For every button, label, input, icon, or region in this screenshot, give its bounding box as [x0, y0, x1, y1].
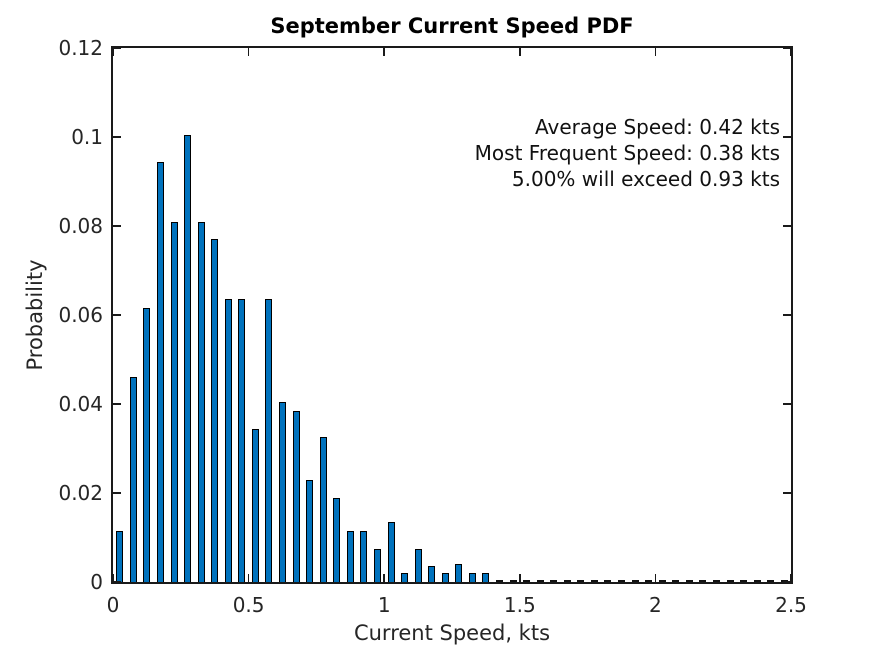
- x-tick-mark: [112, 48, 114, 56]
- histogram-bar: [265, 299, 273, 582]
- annotation-most-frequent-speed: Most Frequent Speed: 0.38 kts: [474, 141, 780, 165]
- histogram-bar-zero: [672, 579, 680, 582]
- histogram-bar: [360, 530, 368, 582]
- histogram-bar: [468, 573, 476, 582]
- chart-title: September Current Speed PDF: [270, 14, 634, 38]
- histogram-bar-zero: [699, 579, 707, 582]
- histogram-bar: [251, 428, 259, 582]
- y-tick-mark: [113, 403, 121, 405]
- x-tick-mark: [790, 574, 792, 582]
- x-tick-label: 2: [649, 593, 662, 617]
- x-tick-mark: [519, 574, 521, 582]
- y-tick-label: 0.04: [58, 392, 103, 416]
- x-tick-mark: [247, 48, 250, 56]
- x-tick-mark: [519, 48, 521, 56]
- histogram-bar: [143, 308, 151, 582]
- histogram-bar-zero: [712, 579, 720, 582]
- x-tick-mark: [383, 574, 385, 582]
- histogram-bar-zero: [550, 579, 558, 582]
- histogram-bar: [157, 161, 164, 582]
- y-tick-label: 0.08: [58, 214, 103, 238]
- histogram-bar: [319, 437, 327, 582]
- x-axis-label: Current Speed, kts: [353, 621, 551, 645]
- histogram-bar: [129, 377, 137, 582]
- histogram-bar-zero: [767, 579, 775, 582]
- histogram-bar: [387, 521, 395, 582]
- histogram-bar-zero: [685, 579, 693, 582]
- plot-area: 0 0.5 1 1.5 2 2.5 0 0.02 0.04 0.06 0.08 0.1 0.12: [58, 36, 806, 617]
- histogram-bar: [279, 401, 286, 582]
- x-tick-label: 1: [377, 593, 391, 617]
- x-tick-mark: [790, 48, 792, 56]
- histogram-bar-zero: [645, 579, 653, 582]
- histogram-bar-zero: [509, 579, 517, 582]
- histogram-bar: [184, 134, 192, 582]
- x-tick-label: 1.5: [503, 593, 536, 617]
- x-tick-mark: [654, 574, 657, 582]
- y-tick-mark: [783, 581, 791, 583]
- y-tick-mark: [113, 492, 121, 494]
- histogram-bar: [197, 221, 205, 582]
- histogram-bar-zero: [604, 579, 612, 582]
- x-tick-label: 2.5: [775, 593, 807, 617]
- histogram-bar: [292, 410, 300, 582]
- histogram-bar: [306, 479, 314, 582]
- x-tick-label: 0: [106, 593, 120, 617]
- y-tick-mark: [113, 225, 121, 227]
- histogram-bar-zero: [726, 579, 734, 582]
- histogram-bar: [414, 548, 422, 582]
- histogram-bar: [401, 573, 408, 582]
- histogram-bar: [441, 573, 449, 582]
- y-tick-mark: [783, 403, 791, 405]
- y-tick-mark: [113, 581, 121, 583]
- annotation-average-speed: Average Speed: 0.42 kts: [534, 115, 780, 139]
- y-tick-mark: [783, 225, 791, 227]
- y-tick-mark: [783, 47, 791, 49]
- y-tick-label: 0.02: [58, 481, 103, 505]
- y-tick-label: 0.12: [58, 36, 103, 60]
- y-tick-mark: [783, 314, 791, 316]
- y-tick-mark: [783, 492, 791, 494]
- histogram-bar: [346, 530, 354, 582]
- y-tick-label: 0.1: [71, 125, 103, 149]
- histogram-bar-zero: [496, 579, 503, 582]
- histogram-bar-zero: [658, 579, 666, 582]
- y-tick-mark: [113, 314, 121, 316]
- y-tick-label: 0.06: [58, 303, 103, 327]
- histogram-bar: [116, 530, 124, 582]
- histogram-bar-zero: [590, 579, 598, 582]
- histogram-bar: [428, 566, 436, 582]
- histogram-bar-zero: [753, 579, 761, 582]
- x-tick-mark: [247, 574, 250, 582]
- stats-annotation: Average Speed: 0.42 kts Most Frequent Sp…: [475, 114, 780, 192]
- histogram-bar: [482, 573, 490, 582]
- histogram-bar-zero: [523, 579, 531, 582]
- histogram-bar: [238, 299, 246, 582]
- histogram-bar-zero: [618, 579, 625, 582]
- histogram-bar: [333, 497, 341, 582]
- x-tick-mark: [654, 48, 657, 56]
- histogram-bar: [224, 299, 232, 582]
- histogram-bar-zero: [631, 579, 639, 582]
- annotation-exceedance: 5.00% will exceed 0.93 kts: [511, 167, 780, 191]
- y-tick-mark: [113, 47, 121, 49]
- y-axis-label: Probability: [23, 259, 47, 371]
- histogram-bar-zero: [740, 579, 747, 582]
- x-tick-mark: [112, 574, 114, 582]
- y-tick-mark: [113, 136, 121, 138]
- histogram-bar: [211, 239, 219, 582]
- histogram-bar-zero: [780, 579, 788, 582]
- histogram-bar-zero: [536, 579, 544, 582]
- histogram-bar-zero: [577, 579, 585, 582]
- histogram-bar-zero: [563, 579, 571, 582]
- x-tick-label: 0.5: [232, 593, 265, 617]
- x-tick-mark: [383, 48, 385, 56]
- y-tick-label: 0: [90, 570, 103, 594]
- y-tick-mark: [783, 136, 791, 138]
- histogram-bar: [373, 548, 381, 582]
- histogram-bar: [170, 221, 178, 582]
- histogram-bar: [455, 564, 463, 582]
